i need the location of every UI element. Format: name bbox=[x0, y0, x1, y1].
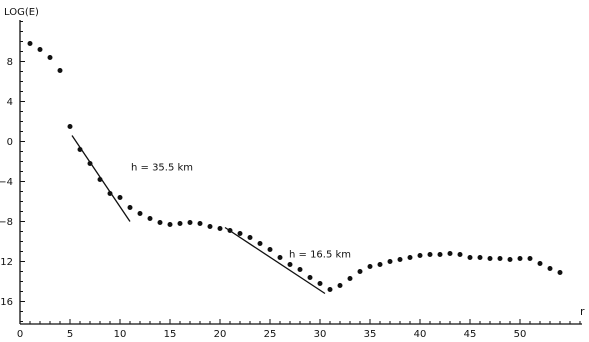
data-point bbox=[527, 256, 533, 261]
data-point bbox=[507, 257, 513, 262]
fit-lines: h = 35.5 km h = 16.5 km bbox=[71, 135, 351, 295]
data-point bbox=[237, 231, 243, 236]
data-point bbox=[37, 47, 43, 52]
data-point bbox=[227, 228, 233, 233]
data-point bbox=[97, 177, 103, 182]
data-point bbox=[267, 247, 273, 252]
data-point bbox=[127, 205, 133, 210]
data-point bbox=[257, 241, 263, 246]
data-point bbox=[467, 255, 473, 260]
data-point bbox=[427, 252, 433, 257]
x-tick-label: 10 bbox=[114, 329, 127, 340]
fit-line bbox=[224, 226, 326, 295]
data-point bbox=[477, 255, 483, 260]
x-tick-label: 50 bbox=[514, 329, 527, 340]
data-point bbox=[147, 216, 153, 221]
y-tick-label: −8 bbox=[0, 217, 13, 228]
data-point bbox=[47, 55, 53, 60]
data-point bbox=[207, 224, 213, 229]
y-axis-label: LOG(E) bbox=[4, 7, 39, 18]
data-point bbox=[217, 226, 223, 231]
y-tick-label: −12 bbox=[0, 257, 13, 268]
y-tick-label: −4 bbox=[0, 177, 13, 188]
x-axis-label: r bbox=[580, 305, 585, 318]
y-tick-label: 8 bbox=[7, 57, 13, 68]
data-point bbox=[27, 41, 33, 46]
data-point bbox=[187, 220, 193, 225]
data-point bbox=[547, 266, 553, 271]
data-point bbox=[377, 262, 383, 267]
data-point bbox=[297, 267, 303, 272]
data-point bbox=[537, 261, 543, 266]
data-point bbox=[307, 275, 313, 280]
x-tick-label: 5 bbox=[67, 329, 73, 340]
x-tick-label: 25 bbox=[264, 329, 277, 340]
data-point bbox=[347, 276, 353, 281]
data-point bbox=[157, 220, 163, 225]
data-point bbox=[247, 235, 253, 240]
data-points bbox=[27, 41, 563, 292]
data-point bbox=[77, 147, 83, 152]
data-point bbox=[67, 124, 73, 129]
x-tick-label: 35 bbox=[364, 329, 377, 340]
data-point bbox=[167, 222, 173, 227]
data-point bbox=[357, 269, 363, 274]
data-point bbox=[397, 257, 403, 262]
x-tick-label: 20 bbox=[214, 329, 227, 340]
data-point bbox=[177, 221, 183, 226]
data-point bbox=[387, 259, 393, 264]
fit-line-label: h = 35.5 km bbox=[131, 163, 193, 174]
y-tick-label: −16 bbox=[0, 297, 13, 308]
data-point bbox=[557, 270, 563, 275]
data-point bbox=[337, 283, 343, 288]
data-point bbox=[117, 195, 123, 200]
data-point bbox=[367, 264, 373, 269]
data-point bbox=[447, 251, 453, 256]
data-point bbox=[87, 161, 93, 166]
data-point bbox=[57, 68, 63, 73]
x-tick-label: 0 bbox=[17, 329, 23, 340]
data-point bbox=[277, 255, 283, 260]
data-point bbox=[457, 252, 463, 257]
fit-line-label: h = 16.5 km bbox=[289, 250, 351, 261]
data-point bbox=[107, 191, 113, 196]
y-tick-label: 0 bbox=[7, 137, 13, 148]
y-tick-label: 4 bbox=[7, 97, 13, 108]
data-point bbox=[517, 256, 523, 261]
data-point bbox=[417, 253, 423, 258]
data-point bbox=[327, 287, 333, 292]
data-point bbox=[197, 221, 203, 226]
x-tick-label: 40 bbox=[414, 329, 427, 340]
data-point bbox=[317, 281, 323, 286]
data-point bbox=[497, 256, 503, 261]
data-point bbox=[407, 255, 413, 260]
x-tick-label: 30 bbox=[314, 329, 327, 340]
x-tick-label: 15 bbox=[164, 329, 177, 340]
data-point bbox=[137, 211, 143, 216]
data-point bbox=[437, 252, 443, 257]
x-tick-label: 45 bbox=[464, 329, 477, 340]
data-point bbox=[487, 256, 493, 261]
data-point bbox=[287, 262, 293, 267]
